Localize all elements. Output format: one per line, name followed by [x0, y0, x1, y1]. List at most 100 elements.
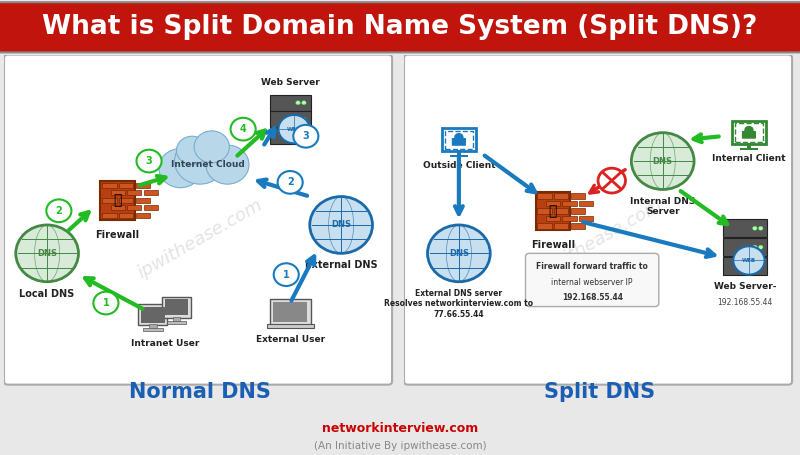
Circle shape — [734, 246, 765, 275]
Circle shape — [758, 264, 763, 268]
FancyBboxPatch shape — [144, 190, 158, 196]
FancyBboxPatch shape — [173, 317, 180, 322]
FancyBboxPatch shape — [135, 197, 150, 203]
Circle shape — [427, 225, 490, 282]
FancyBboxPatch shape — [570, 193, 585, 199]
FancyBboxPatch shape — [162, 297, 191, 318]
Text: internal webserver IP: internal webserver IP — [551, 278, 633, 287]
Circle shape — [230, 118, 256, 141]
FancyBboxPatch shape — [452, 138, 466, 146]
Circle shape — [598, 168, 626, 193]
Circle shape — [296, 101, 300, 105]
FancyBboxPatch shape — [722, 257, 767, 275]
Circle shape — [278, 171, 302, 194]
FancyBboxPatch shape — [722, 238, 767, 257]
Circle shape — [274, 263, 298, 286]
FancyBboxPatch shape — [119, 212, 133, 218]
FancyBboxPatch shape — [144, 205, 158, 210]
Circle shape — [294, 125, 318, 147]
Text: DNS: DNS — [449, 249, 469, 258]
Circle shape — [16, 225, 78, 282]
Circle shape — [174, 138, 226, 184]
FancyBboxPatch shape — [0, 2, 800, 52]
Text: DNS: DNS — [653, 157, 673, 166]
FancyBboxPatch shape — [554, 208, 569, 213]
FancyBboxPatch shape — [127, 190, 142, 196]
Text: 2: 2 — [286, 177, 294, 187]
FancyBboxPatch shape — [141, 307, 165, 323]
Text: Web Server: Web Server — [261, 77, 319, 86]
Circle shape — [137, 150, 162, 172]
Text: Normal DNS: Normal DNS — [129, 382, 271, 402]
FancyBboxPatch shape — [135, 212, 150, 218]
Text: Firewall: Firewall — [531, 240, 575, 250]
Circle shape — [302, 101, 306, 105]
FancyBboxPatch shape — [554, 193, 569, 199]
FancyBboxPatch shape — [404, 55, 792, 384]
FancyBboxPatch shape — [270, 111, 310, 127]
Text: 192.168.55.44: 192.168.55.44 — [562, 293, 622, 302]
Text: Internal DNS
Server: Internal DNS Server — [630, 197, 695, 216]
FancyBboxPatch shape — [143, 328, 162, 331]
FancyBboxPatch shape — [102, 183, 117, 188]
FancyBboxPatch shape — [740, 147, 758, 150]
Text: 3: 3 — [146, 156, 153, 166]
Text: Firewall forward traffic to: Firewall forward traffic to — [536, 262, 648, 271]
Text: WEB: WEB — [287, 126, 301, 131]
Text: DNS: DNS — [331, 221, 351, 229]
Circle shape — [46, 199, 71, 222]
Text: 1: 1 — [102, 298, 110, 308]
FancyBboxPatch shape — [732, 121, 766, 144]
FancyBboxPatch shape — [149, 324, 157, 329]
Text: 3: 3 — [302, 131, 310, 141]
Circle shape — [310, 197, 373, 253]
Circle shape — [753, 245, 757, 249]
FancyBboxPatch shape — [526, 253, 659, 307]
FancyBboxPatch shape — [579, 216, 594, 221]
FancyBboxPatch shape — [270, 95, 310, 111]
FancyBboxPatch shape — [270, 299, 310, 325]
FancyBboxPatch shape — [538, 193, 552, 199]
Text: networkinterview.com: networkinterview.com — [322, 422, 478, 435]
Circle shape — [454, 133, 463, 142]
Text: External DNS server
Resolves networkinterview.com to
77.66.55.44: External DNS server Resolves networkinte… — [384, 289, 534, 318]
FancyBboxPatch shape — [110, 205, 125, 210]
Text: Firewall: Firewall — [96, 230, 140, 240]
FancyBboxPatch shape — [119, 197, 133, 203]
FancyBboxPatch shape — [538, 208, 552, 213]
Text: Split DNS: Split DNS — [545, 382, 655, 402]
Text: 2: 2 — [55, 206, 62, 216]
FancyBboxPatch shape — [4, 55, 392, 384]
Circle shape — [753, 226, 757, 230]
FancyBboxPatch shape — [535, 192, 570, 230]
FancyBboxPatch shape — [266, 324, 314, 328]
Text: Internal Client: Internal Client — [712, 154, 786, 163]
FancyBboxPatch shape — [735, 123, 763, 142]
Circle shape — [758, 226, 763, 230]
FancyBboxPatch shape — [135, 183, 150, 188]
FancyBboxPatch shape — [442, 128, 476, 152]
FancyBboxPatch shape — [554, 223, 569, 228]
Text: 192.168.55.44: 192.168.55.44 — [718, 298, 773, 307]
Text: (An Initiative By ipwithease.com): (An Initiative By ipwithease.com) — [314, 441, 486, 451]
FancyBboxPatch shape — [570, 208, 585, 213]
FancyBboxPatch shape — [138, 304, 167, 325]
Circle shape — [744, 126, 754, 134]
Text: WEB: WEB — [742, 258, 756, 263]
FancyBboxPatch shape — [450, 155, 467, 157]
Circle shape — [194, 131, 230, 163]
Circle shape — [302, 134, 306, 138]
FancyBboxPatch shape — [746, 143, 751, 149]
Text: 4: 4 — [240, 124, 246, 134]
Circle shape — [302, 117, 306, 121]
Circle shape — [94, 292, 118, 314]
Circle shape — [631, 133, 694, 189]
FancyBboxPatch shape — [445, 131, 473, 149]
FancyBboxPatch shape — [119, 183, 133, 188]
Circle shape — [296, 134, 300, 138]
Text: Web Server-: Web Server- — [714, 282, 776, 291]
FancyBboxPatch shape — [127, 205, 142, 210]
Circle shape — [758, 245, 763, 249]
FancyBboxPatch shape — [102, 197, 117, 203]
FancyBboxPatch shape — [546, 201, 560, 206]
